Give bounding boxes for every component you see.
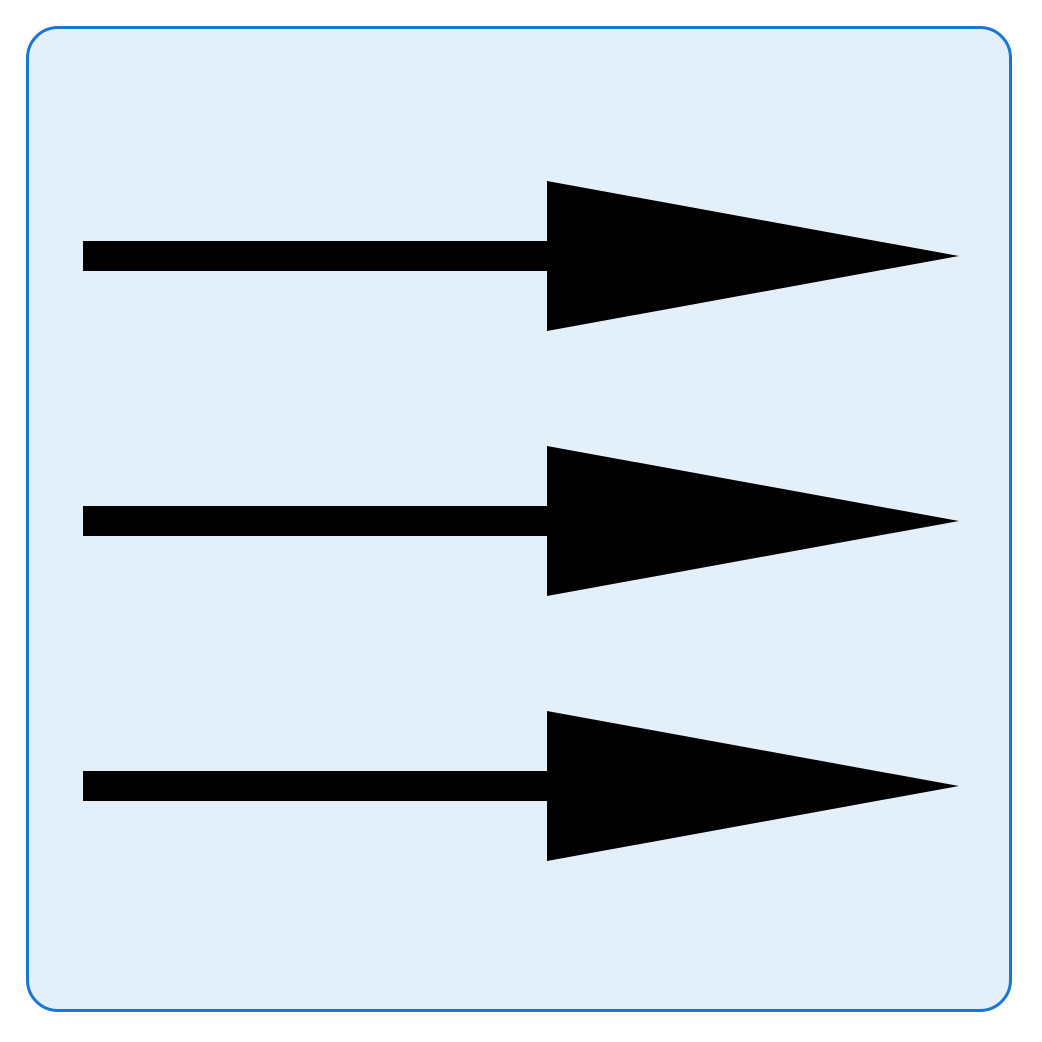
- arrow-head-2: [547, 446, 959, 596]
- right-arrow-icon-1: [83, 181, 959, 331]
- arrow-shaft-2: [83, 506, 549, 536]
- arrow-shaft-1: [83, 241, 549, 271]
- arrow-shaft-3: [83, 771, 549, 801]
- right-arrow-icon-2: [83, 446, 959, 596]
- arrow-head-3: [547, 711, 959, 861]
- right-arrow-icon-3: [83, 711, 959, 861]
- arrow-head-1: [547, 181, 959, 331]
